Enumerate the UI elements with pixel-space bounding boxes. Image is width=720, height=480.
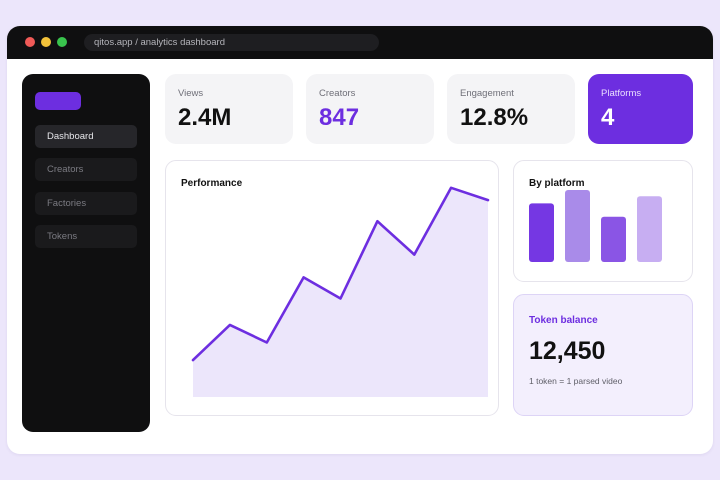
platform-bar-3 (601, 216, 626, 262)
platform-bar-2 (565, 190, 590, 262)
sidebar: Dashboard Creators Factories Tokens (22, 74, 150, 432)
performance-area (193, 187, 488, 397)
stat-card-platforms: Platforms 4 (588, 74, 693, 144)
sidebar-item-dashboard[interactable]: Dashboard (35, 125, 137, 148)
stat-label: Creators (319, 88, 356, 99)
platform-bar-1 (529, 203, 554, 262)
stat-value: 4 (601, 104, 615, 131)
stat-value: 2.4M (178, 104, 232, 131)
performance-card: Performance (165, 160, 499, 416)
platform-bar-4 (637, 196, 662, 262)
stat-label: Engagement (460, 88, 514, 99)
token-title: Token balance (529, 315, 598, 326)
browser-window: qitos.app / analytics dashboard Dashboar… (7, 26, 713, 454)
stat-card-engagement: Engagement 12.8% (447, 74, 575, 144)
platform-card: By platform (513, 160, 693, 282)
app-logo[interactable] (35, 92, 81, 110)
performance-title: Performance (181, 178, 243, 189)
platform-title: By platform (529, 178, 585, 189)
token-balance-card: Token balance 12,450 1 token = 1 parsed … (513, 294, 693, 416)
stat-label: Platforms (601, 88, 642, 99)
performance-chart (191, 186, 490, 397)
stat-card-creators: Creators 847 (306, 74, 434, 144)
stat-value: 12.8% (460, 104, 529, 131)
close-window-icon[interactable] (25, 37, 35, 47)
platform-chart (529, 190, 662, 262)
sidebar-item-creators[interactable]: Creators (35, 158, 137, 181)
stat-label: Views (178, 88, 204, 99)
token-note: 1 token = 1 parsed video (529, 376, 623, 386)
address-bar[interactable]: qitos.app / analytics dashboard (84, 34, 379, 51)
sidebar-item-tokens[interactable]: Tokens (35, 225, 137, 248)
stat-card-views: Views 2.4M (165, 74, 293, 144)
stat-value: 847 (319, 104, 360, 131)
title-bar: qitos.app / analytics dashboard (7, 26, 713, 59)
minimize-window-icon[interactable] (41, 37, 51, 47)
maximize-window-icon[interactable] (57, 37, 67, 47)
sidebar-item-factories[interactable]: Factories (35, 192, 137, 215)
token-value: 12,450 (529, 337, 606, 365)
